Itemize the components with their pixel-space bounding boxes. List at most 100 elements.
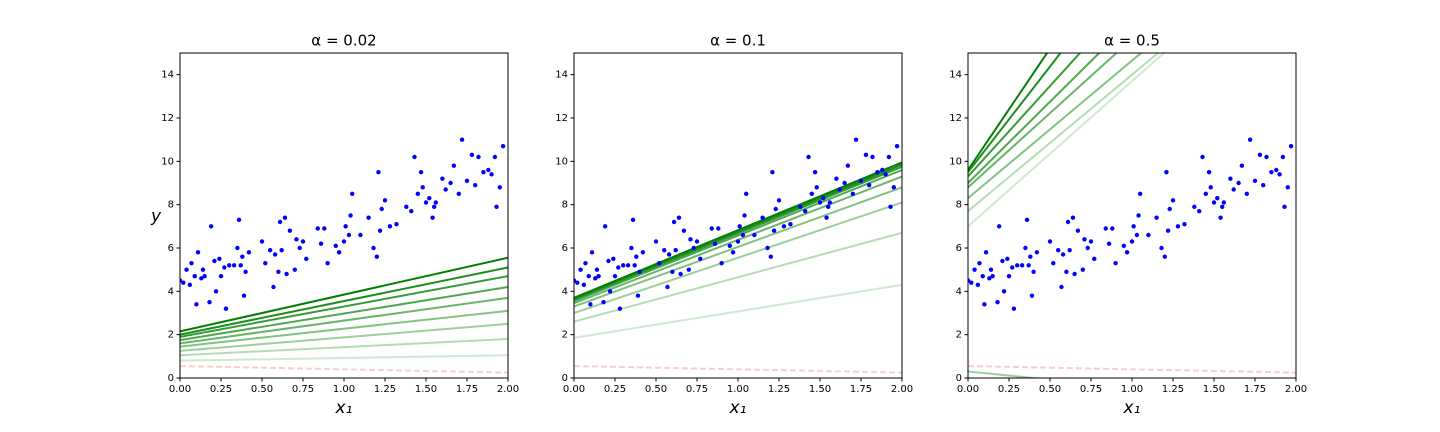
data-point [448,180,453,186]
model-line [968,53,1143,199]
data-point [443,187,448,192]
data-point [586,273,591,279]
model-line [180,365,508,374]
data-point [1167,206,1172,212]
data-point [752,232,757,238]
data-point [1211,200,1217,205]
model-line [968,53,1166,228]
data-point [469,152,475,158]
data-point [1277,172,1282,177]
model-line [968,53,1062,173]
data-point [427,195,432,201]
data-point [1056,247,1061,253]
data-point [223,306,229,311]
model-line [180,266,508,336]
data-point [867,182,872,188]
data-point [712,241,718,246]
data-point [246,250,252,255]
data-point [629,245,634,251]
data-point [987,276,992,281]
data-point [870,154,875,160]
subplot: 0.00 0.25 0.50 0.75 1.00 1.25 1.50 1.75 2.00 0 2 4 6… [150,32,519,419]
data-point [988,267,994,272]
x-tick-label: 1.00 [333,384,355,395]
data-point [213,289,219,294]
data-point [1121,243,1127,249]
data-point [612,273,618,279]
data-point [418,169,424,175]
data-point [1220,204,1225,210]
data-point [379,206,384,212]
x-tick-label: 0.75 [686,384,708,395]
subplot: 0.00 0.25 0.50 0.75 1.00 1.25 1.50 1.75 2.00 0 2 4 6… [555,32,913,419]
data-point [740,232,746,238]
data-point [200,267,206,272]
model-line [968,53,1049,171]
x-tick-label: 0.75 [1080,384,1102,395]
data-point [1257,152,1263,158]
data-point [788,221,793,227]
data-point [376,169,381,175]
data-point [990,273,995,279]
y-tick-label: 12 [161,113,174,124]
data-point [181,280,186,285]
data-point [806,154,811,160]
data-point [886,154,892,160]
x-tick-label: 0.25 [604,384,626,395]
data-point [770,169,775,175]
x-tick-label: 1.75 [456,384,478,395]
data-point [635,293,641,298]
data-point [1092,256,1097,262]
data-point [621,263,626,268]
x-tick-label: 0.00 [169,384,191,395]
data-point [837,187,842,192]
x-tick-label: 1.25 [768,384,790,395]
subplot: 0.00 0.25 0.50 0.75 1.00 1.25 1.50 1.75 2.00 0 2 4 6… [949,32,1307,419]
data-point [616,265,621,270]
data-point [292,267,297,272]
x-tick-label: 2.00 [1285,384,1307,395]
data-point [423,200,429,205]
y-tick-label: 4 [956,286,962,297]
data-point [1197,208,1202,214]
data-point [1236,180,1241,186]
data-point [1019,263,1025,268]
data-point [1228,176,1233,181]
data-point [858,178,864,184]
data-point [982,302,987,307]
data-point [1280,154,1286,160]
data-point [1028,254,1033,259]
y-tick-label: 2 [168,330,174,341]
data-point [601,299,606,305]
data-point [1247,137,1253,142]
data-point [1203,191,1209,197]
data-point [888,204,893,210]
data-point [1154,215,1159,220]
data-point [1103,226,1108,231]
data-point [481,169,486,175]
data-point [346,232,352,238]
x-tick-label: 0.00 [563,384,585,395]
data-point [486,167,491,173]
data-point [300,239,306,244]
data-point [678,271,683,277]
y-tick-label: 6 [168,243,174,254]
data-point [850,191,855,197]
data-point [222,265,227,270]
data-point [983,250,989,255]
data-point [1274,167,1279,173]
data-point [1064,269,1069,275]
data-point [333,243,338,249]
data-point [1165,228,1171,233]
x-tick-label: 1.00 [727,384,749,395]
model-line [574,163,902,300]
model-line [180,338,508,357]
data-point [315,226,320,231]
data-point [691,245,696,251]
data-point [821,195,826,201]
data-point [1023,245,1028,251]
data-point [348,213,353,218]
data-point [657,260,662,266]
data-point [1005,256,1010,262]
data-point [1047,239,1053,244]
